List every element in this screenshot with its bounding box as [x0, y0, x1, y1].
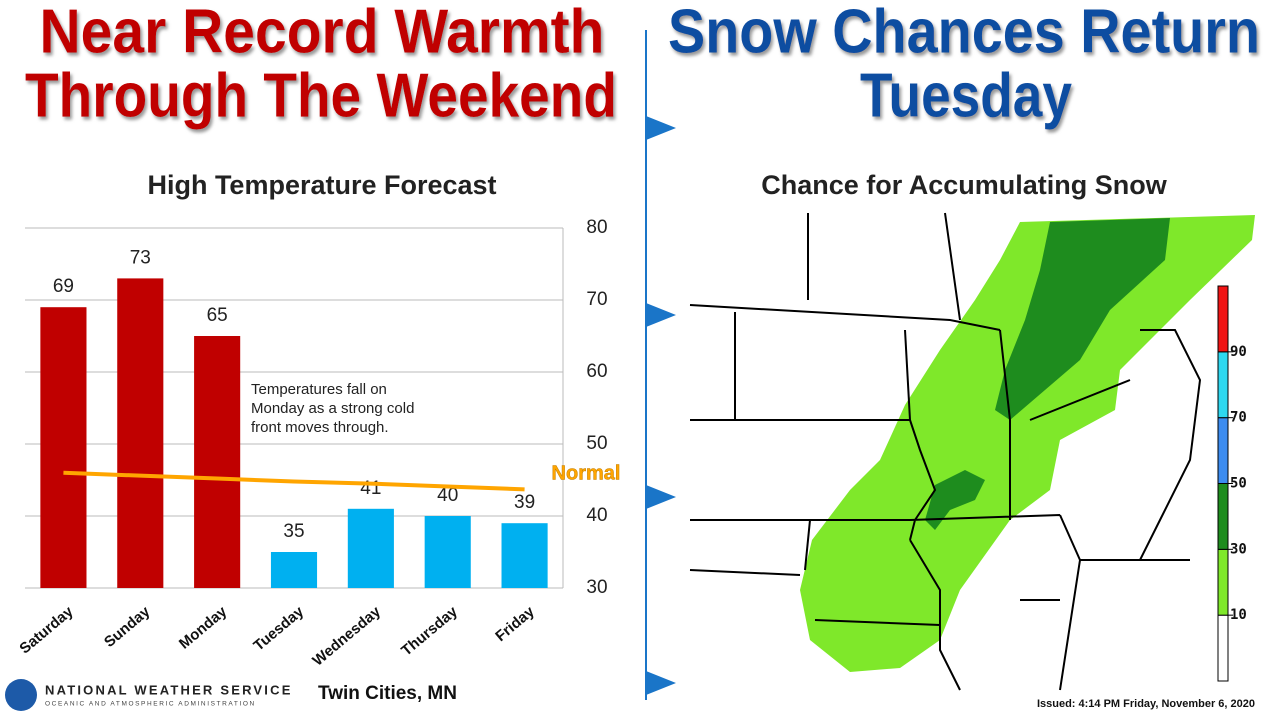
location: Twin Cities, MN — [318, 683, 457, 704]
bar — [424, 516, 471, 588]
left-title: Through The Weekend — [25, 61, 617, 130]
legend-band — [1217, 285, 1229, 353]
x-tick-label: Wednesday — [309, 603, 384, 670]
normal-label: Normal — [552, 463, 621, 485]
value-label: 35 — [283, 521, 304, 542]
x-tick-label: Tuesday — [250, 603, 307, 655]
x-tick-label: Monday — [176, 603, 231, 653]
left-title: Near Record Warmth — [40, 0, 605, 66]
divider — [645, 30, 676, 700]
legend-tick-label: 90 — [1230, 344, 1247, 360]
value-label: 39 — [514, 492, 535, 513]
annotation: Temperatures fall on — [251, 381, 387, 398]
legend-band — [1217, 548, 1229, 616]
y-tick-label: 80 — [586, 217, 607, 238]
bar — [117, 278, 164, 588]
annotation: Monday as a strong cold — [251, 400, 414, 417]
value-label: 65 — [207, 305, 228, 326]
bar — [194, 336, 241, 588]
x-tick-label: Thursday — [398, 603, 461, 660]
legend-tick-label: 10 — [1230, 607, 1247, 623]
legend-tick-label: 50 — [1230, 476, 1247, 492]
legend: 10 30 50 70 90 — [1217, 285, 1247, 682]
y-tick-label: 60 — [586, 361, 607, 382]
normal-line — [63, 470, 525, 492]
legend-band — [1217, 351, 1229, 419]
legend-tick-label: 30 — [1230, 541, 1247, 557]
right-title: Snow Chances Return — [668, 0, 1260, 66]
x-tick-label: Sunday — [101, 603, 154, 651]
y-tick-label: 30 — [586, 577, 607, 598]
y-tick-label: 40 — [586, 505, 607, 526]
noaa-logo — [5, 679, 37, 711]
legend-band — [1217, 483, 1229, 550]
issued: Issued: 4:14 PM Friday, November 6, 2020 — [1037, 698, 1255, 710]
value-label: 73 — [130, 247, 151, 268]
x-tick-label: Friday — [492, 603, 538, 645]
agency: NATIONAL WEATHER SERVICE — [45, 682, 293, 697]
y-tick-label: 50 — [586, 433, 607, 454]
right-title: Tuesday — [860, 61, 1072, 130]
map-title: Chance for Accumulating Snow — [761, 170, 1168, 200]
footer: NATIONAL WEATHER SERVICE OCEANIC AND ATM… — [5, 679, 1255, 711]
legend-band — [1217, 417, 1229, 484]
y-tick-label: 70 — [586, 289, 607, 310]
map: 10 30 50 70 90 — [689, 212, 1256, 691]
bar — [501, 523, 548, 588]
subagency: OCEANIC AND ATMOSPHERIC ADMINISTRATION — [45, 701, 256, 708]
legend-tick-label: 70 — [1230, 410, 1247, 426]
legend-band — [1217, 614, 1229, 682]
chart-title: High Temperature Forecast — [147, 170, 496, 200]
bar — [270, 552, 318, 588]
annotation: front moves through. — [251, 419, 389, 436]
bar — [40, 307, 87, 588]
value-label: 41 — [360, 478, 381, 499]
x-tick-label: Saturday — [16, 603, 77, 658]
value-label: 40 — [437, 485, 458, 506]
value-label: 69 — [53, 276, 74, 297]
bar — [347, 508, 394, 588]
